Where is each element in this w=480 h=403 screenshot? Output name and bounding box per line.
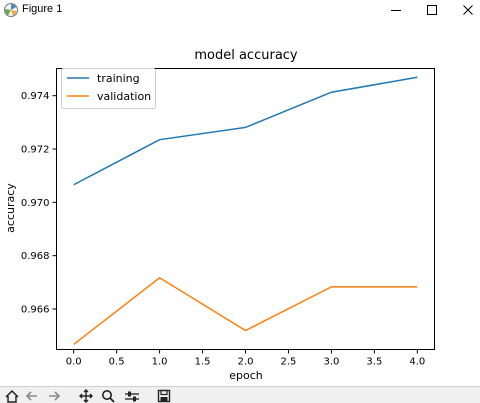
line-chart: model accuracy 0.0 0.5 1.0 1.5 2.0 2.5 3.0 3.5 4… — [4, 48, 435, 382]
zoom-icon — [102, 390, 115, 403]
configure-subplots-button[interactable] — [124, 389, 140, 403]
series-line-training — [73, 76, 418, 186]
x-axis: 0.0 0.5 1.0 1.5 2.0 2.5 3.0 3.5 4.0 — [66, 349, 425, 368]
y-tick-label: 0.966 — [21, 304, 50, 315]
window-titlebar: Figure 1 — [0, 0, 480, 20]
x-tick-label: 4.0 — [409, 357, 425, 368]
maximize-icon — [427, 5, 437, 15]
x-tick-label: 1.0 — [152, 357, 168, 368]
zoom-button[interactable] — [100, 389, 116, 403]
maximize-button[interactable] — [412, 0, 452, 20]
pan-icon — [79, 389, 93, 403]
series-lines — [73, 76, 418, 346]
close-icon — [463, 5, 473, 15]
back-icon — [25, 391, 37, 401]
forward-icon — [49, 391, 61, 401]
home-button[interactable] — [4, 389, 20, 403]
pan-button[interactable] — [78, 389, 94, 403]
x-tick-label: 0.0 — [66, 357, 82, 368]
forward-button[interactable] — [46, 389, 62, 403]
x-tick-label: 2.0 — [238, 357, 254, 368]
y-axis: 0.966 0.968 0.970 0.972 0.974 — [21, 91, 57, 315]
window-title: Figure 1 — [22, 3, 63, 15]
y-tick-label: 0.970 — [21, 198, 50, 209]
y-axis-label: accuracy — [4, 183, 17, 233]
x-tick-label: 1.5 — [195, 357, 211, 368]
back-button[interactable] — [24, 389, 40, 403]
legend-label-validation: validation — [97, 90, 151, 103]
legend: training validation — [61, 68, 156, 109]
legend-label-training: training — [97, 72, 140, 85]
x-tick-label: 3.5 — [366, 357, 382, 368]
matplotlib-logo-icon — [4, 3, 18, 17]
x-tick-label: 2.5 — [281, 357, 297, 368]
x-axis-label: epoch — [229, 369, 263, 382]
chart-title: model accuracy — [194, 48, 298, 63]
minimize-button[interactable] — [376, 0, 416, 20]
save-icon — [157, 389, 171, 403]
navigation-toolbar — [0, 386, 480, 403]
close-button[interactable] — [448, 0, 480, 20]
home-icon — [5, 389, 19, 403]
minimize-icon — [391, 10, 401, 11]
y-tick-label: 0.972 — [21, 145, 50, 156]
save-button[interactable] — [156, 389, 172, 403]
y-tick-label: 0.968 — [21, 251, 50, 262]
figure-canvas: model accuracy 0.0 0.5 1.0 1.5 2.0 2.5 3.0 3.5 4… — [0, 22, 480, 386]
x-tick-label: 0.5 — [109, 357, 125, 368]
series-line-validation — [73, 276, 418, 346]
x-tick-label: 3.0 — [323, 357, 339, 368]
plot-frame — [56, 68, 435, 350]
y-tick-label: 0.974 — [21, 91, 50, 102]
configure-subplots-icon — [125, 391, 139, 402]
